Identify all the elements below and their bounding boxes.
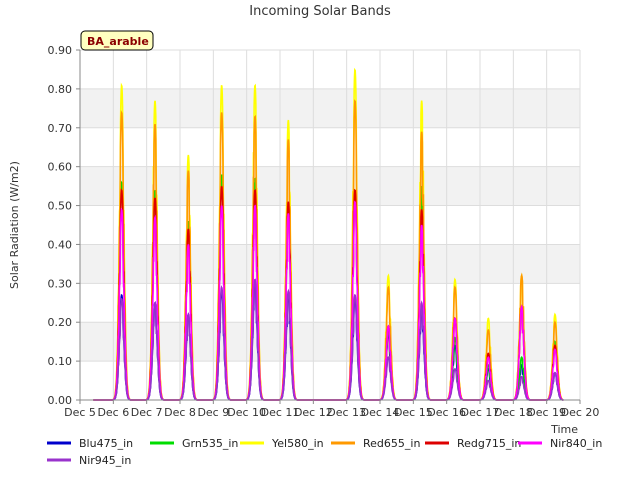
grid-band [80, 166, 580, 206]
y-tick-label: 0.20 [48, 316, 73, 329]
legend-item-red655_in: Red655_in [331, 437, 420, 450]
legend-item-blu475_in: Blu475_in [47, 437, 133, 450]
legend-item-yel580_in: Yel580_in [240, 437, 324, 450]
x-axis-title: Time [550, 423, 578, 436]
legend-label: Redg715_in [457, 437, 521, 450]
legend-label: Red655_in [363, 437, 420, 450]
x-tick-label: Dec 9 [197, 406, 229, 419]
x-tick-label: Dec 17 [461, 406, 500, 419]
x-tick-label: Dec 6 [97, 406, 129, 419]
chart-title: Incoming Solar Bands [249, 4, 391, 19]
legend-label: Nir840_in [550, 437, 602, 450]
x-tick-label: Dec 16 [427, 406, 466, 419]
y-axis-ticks: 0.00 0.10 0.20 0.30 0.40 0.50 0.60 0.70 0.80 0.90 [48, 44, 80, 407]
x-tick-label: Dec 19 [527, 406, 566, 419]
grid-lines [79, 49, 581, 401]
site-label: BA_arable [87, 35, 149, 48]
grid-bands [80, 88, 580, 362]
grid-band [80, 244, 580, 284]
x-tick-label: Dec 12 [294, 406, 333, 419]
y-tick-label: 0.40 [48, 238, 73, 251]
y-tick-label: 0.80 [48, 83, 73, 96]
y-tick-label: 0.00 [48, 394, 73, 407]
x-tick-label: Dec 10 [227, 406, 266, 419]
x-tick-label: Dec 13 [327, 406, 366, 419]
legend-item-nir840_in: Nir840_in [518, 437, 602, 450]
legend-label: Yel580_in [271, 437, 324, 450]
y-tick-label: 0.70 [48, 122, 73, 135]
legend-item-nir945_in: Nir945_in [47, 454, 131, 467]
legend: Blu475_in Grn535_in Yel580_in Red655_in Redg… [47, 437, 602, 467]
x-tick-label: Dec 20 [561, 406, 600, 419]
legend-label: Nir945_in [79, 454, 131, 467]
y-tick-label: 0.30 [48, 277, 73, 290]
x-tick-label: Dec 8 [164, 406, 196, 419]
x-tick-label: Dec 14 [361, 406, 400, 419]
grid-band [80, 322, 580, 362]
legend-item-redg715_in: Redg715_in [425, 437, 521, 450]
legend-label: Grn535_in [182, 437, 238, 450]
y-tick-label: 0.90 [48, 44, 73, 57]
legend-label: Blu475_in [79, 437, 133, 450]
x-tick-label: Dec 15 [394, 406, 433, 419]
x-tick-label: Dec 5 [64, 406, 96, 419]
x-tick-label: Dec 11 [261, 406, 300, 419]
x-tick-label: Dec 18 [494, 406, 533, 419]
y-tick-label: 0.10 [48, 355, 73, 368]
y-tick-label: 0.50 [48, 200, 73, 213]
y-tick-label: 0.60 [48, 161, 73, 174]
site-label-box: BA_arable [80, 30, 154, 51]
grid-band [80, 88, 580, 128]
legend-item-grn535_in: Grn535_in [150, 437, 238, 450]
y-axis-title: Solar Radiation (W/m2) [8, 161, 21, 289]
x-tick-label: Dec 7 [131, 406, 163, 419]
